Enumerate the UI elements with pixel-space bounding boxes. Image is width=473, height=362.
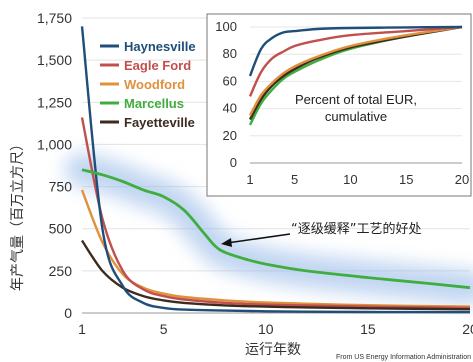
main-x-tick-label: 15 (360, 321, 376, 337)
main-x-tick-label: 1 (78, 321, 86, 337)
series-line-fayetteville (81, 239, 471, 311)
inset-frame (206, 13, 472, 197)
inset-series-line-haynesville (248, 25, 463, 77)
series-line-woodford (80, 189, 471, 308)
main-y-tick-label: 1,250 (37, 94, 72, 110)
inset-x-tick-label: 20 (455, 172, 469, 187)
main-x-tick-label: 10 (258, 321, 274, 337)
annotation-arrowhead (221, 238, 232, 247)
inset-y-tick-labels: 0 20 40 60 80 100 (215, 19, 237, 170)
inset-title-line-1: Percent of total EUR, (295, 92, 417, 107)
main-y-tick-label: 750 (49, 179, 73, 195)
inset-y-tick-label: 100 (215, 19, 237, 34)
main-x-tick-label: 20 (462, 321, 473, 337)
inset-title-line-2: cumulative (325, 109, 387, 124)
annotation-text: “逐级缓释”工艺的好处 (291, 221, 421, 237)
inset-y-tick-label: 80 (223, 46, 237, 61)
main-y-tick-label: 1,750 (37, 10, 72, 26)
inset-x-tick-labels: 1 5 10 15 20 (246, 172, 469, 187)
main-y-tick-label: 1,500 (37, 52, 72, 68)
legend-label: Eagle Ford (124, 58, 191, 73)
series-line-eagle-ford (80, 117, 471, 310)
inset-x-tick-label: 5 (291, 172, 298, 187)
annotation: “逐级缓释”工艺的好处 (221, 221, 421, 247)
main-y-tick-label: 500 (49, 221, 73, 237)
legend-label: Fayetteville (124, 115, 195, 130)
source-note: From US Energy Information Administratio… (336, 354, 471, 361)
legend-label: Haynesville (124, 39, 196, 54)
legend-label: Woodford (124, 77, 185, 92)
main-y-tick-labels: 0 250 500 750 1,000 1,250 1,500 1,750 (37, 10, 72, 321)
inset-x-tick-label: 1 (246, 172, 253, 187)
inset-series-lines (248, 25, 463, 126)
inset-y-tick-label: 60 (223, 73, 237, 88)
inset-series-line-fayetteville (248, 25, 463, 121)
inset-y-tick-label: 40 (223, 101, 237, 116)
inset-x-tick-label: 10 (343, 172, 357, 187)
inset-x-tick-label: 15 (399, 172, 413, 187)
legend: Haynesville Eagle Ford Woodford Marcellus Fa… (100, 39, 196, 130)
x-axis-label: 运行年数 (245, 342, 301, 358)
inset-y-tick-label: 0 (230, 155, 237, 170)
y-axis-label: 年产气量（百万立方尺） (10, 137, 26, 291)
main-x-tick-label: 5 (160, 321, 168, 337)
legend-label: Marcellus (124, 96, 184, 111)
inset-gridlines (250, 26, 462, 137)
inset-series-line-woodford (248, 25, 463, 116)
series-line-haynesville (80, 26, 471, 314)
main-y-tick-label: 1,000 (37, 136, 72, 152)
main-series-lines (80, 26, 471, 314)
main-y-tick-label: 250 (49, 263, 73, 279)
main-y-tick-label: 0 (64, 305, 72, 321)
series-line-marcellus (81, 168, 471, 290)
inset-y-tick-label: 20 (223, 128, 237, 143)
inset-series-line-eagle-ford (248, 25, 463, 97)
annotation-arrow (226, 233, 291, 244)
